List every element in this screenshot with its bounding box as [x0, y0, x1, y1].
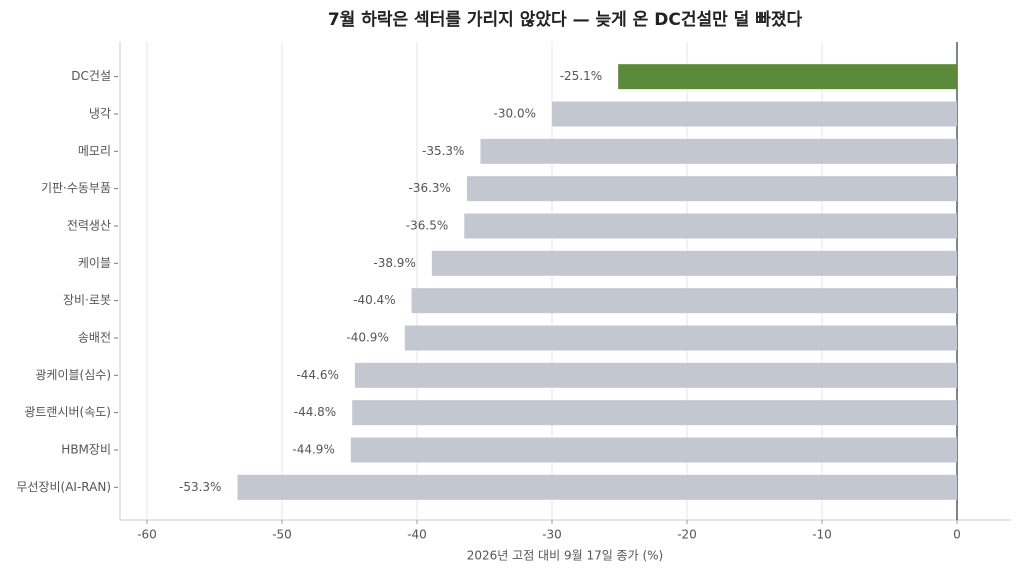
y-tick-label: 메모리: [78, 144, 111, 158]
value-label: -44.8%: [294, 405, 336, 419]
value-label: -53.3%: [179, 480, 221, 494]
value-label: -38.9%: [373, 256, 415, 270]
bar: [464, 213, 957, 239]
bar: [480, 138, 957, 164]
y-tick-label: DC건설: [71, 69, 111, 83]
value-label: -40.4%: [353, 293, 395, 307]
bar: [411, 288, 958, 314]
bar: [618, 64, 957, 90]
y-tick-label: 기판·수동부품: [41, 181, 111, 195]
y-tick-label: HBM장비: [61, 443, 111, 457]
bar: [354, 362, 957, 388]
y-tick-label: 장비·로봇: [63, 293, 111, 307]
value-label: -30.0%: [494, 107, 536, 121]
x-axis-label: 2026년 고점 대비 9월 17일 종가 (%): [467, 549, 663, 563]
y-tick-label: 무선장비(AI-RAN): [16, 480, 111, 494]
bar: [352, 400, 957, 426]
bar: [431, 250, 958, 276]
y-tick-label: 광케이블(심수): [35, 368, 111, 382]
value-label: -44.9%: [292, 443, 334, 457]
x-tick-label: -30: [542, 528, 562, 542]
bar: [552, 101, 957, 127]
y-tick-label: 광트랜시버(속도): [24, 405, 111, 419]
x-tick-label: -50: [272, 528, 292, 542]
y-tick-label: 전력생산: [67, 219, 111, 233]
x-tick-label: -10: [812, 528, 832, 542]
value-label: -25.1%: [560, 69, 602, 83]
y-tick-label: 케이블: [78, 256, 111, 270]
y-tick-label: 송배전: [78, 331, 111, 345]
bar: [466, 176, 957, 202]
x-tick-label: 0: [953, 528, 961, 542]
value-label: -36.5%: [406, 219, 448, 233]
bar: [237, 474, 957, 500]
bar: [404, 325, 958, 351]
x-tick-label: -40: [407, 528, 427, 542]
value-label: -35.3%: [422, 144, 464, 158]
value-label: -40.9%: [346, 331, 388, 345]
value-label: -44.6%: [296, 368, 338, 382]
bar: [350, 437, 958, 463]
chart-title: 7월 하락은 섹터를 가리지 않았다 — 늦게 온 DC건설만 덜 빠졌다: [328, 10, 803, 30]
x-tick-label: -20: [677, 528, 697, 542]
y-tick-label: 냉각: [89, 107, 111, 121]
x-tick-label: -60: [137, 528, 157, 542]
value-label: -36.3%: [408, 181, 450, 195]
